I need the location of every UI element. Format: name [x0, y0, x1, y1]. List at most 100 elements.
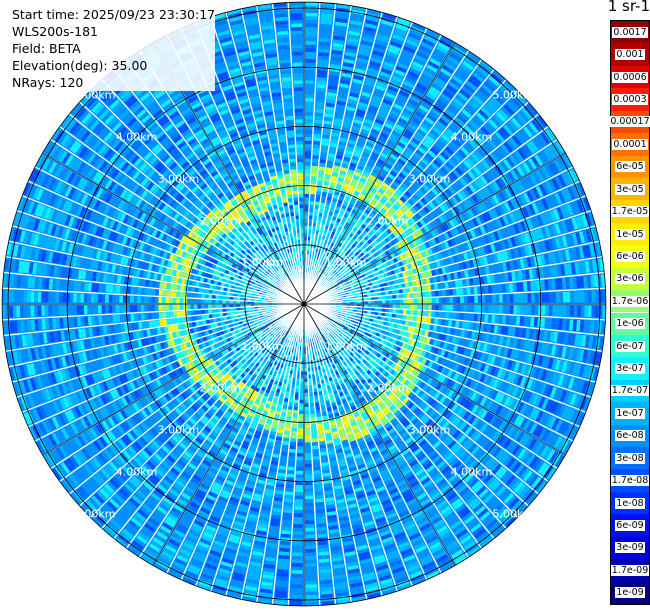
range-gate — [310, 406, 315, 411]
range-gate — [401, 320, 406, 325]
range-gate — [573, 291, 578, 303]
range-gate — [405, 146, 414, 154]
range-gate — [424, 311, 429, 317]
range-gate — [297, 445, 304, 450]
range-gate — [473, 166, 482, 176]
range-gate — [399, 299, 404, 304]
range-gate — [410, 293, 414, 298]
range-gate — [321, 270, 326, 275]
range-gate — [430, 162, 439, 171]
range-gate — [364, 241, 370, 247]
range-gate — [459, 89, 471, 99]
range-gate — [316, 187, 322, 192]
range-gate — [323, 181, 330, 186]
range-gate — [477, 177, 486, 187]
range-gate — [290, 594, 303, 599]
range-gate — [352, 254, 357, 259]
range-gate — [300, 382, 304, 386]
range-gate — [295, 488, 303, 493]
range-gate — [392, 304, 397, 309]
range-gate — [284, 426, 291, 432]
range-gate — [380, 105, 390, 113]
range-gate — [340, 79, 350, 85]
range-gate — [314, 487, 323, 492]
range-gate — [292, 552, 303, 557]
range-gate — [330, 219, 336, 225]
range-gate — [421, 172, 429, 181]
range-gate — [385, 295, 390, 300]
range-gate — [345, 175, 352, 182]
range-gate — [290, 598, 303, 603]
range-gate — [342, 160, 350, 166]
range-gate — [456, 192, 465, 201]
range-gate — [304, 176, 310, 180]
range-gate — [339, 279, 344, 283]
range-gate — [427, 114, 437, 123]
range-gate — [342, 216, 348, 222]
range-gate — [447, 174, 456, 183]
range-gate — [298, 424, 304, 429]
range-gate — [407, 70, 419, 79]
range-gate — [305, 502, 314, 507]
range-gate — [304, 154, 311, 159]
range-gate — [358, 262, 364, 267]
range-gate — [338, 144, 346, 150]
range-gate — [523, 281, 528, 292]
range-gate — [393, 30, 406, 39]
range-gate — [295, 381, 300, 386]
range-gate — [297, 435, 304, 439]
range-gate — [381, 19, 394, 27]
range-gate — [318, 169, 325, 175]
range-gate — [345, 210, 351, 216]
range-gate — [480, 126, 491, 137]
range-gate — [552, 292, 557, 303]
range-gate — [304, 190, 310, 195]
range-gate — [321, 261, 325, 266]
range-gate — [541, 292, 546, 303]
range-gate — [378, 210, 385, 217]
range-gate — [318, 209, 324, 214]
range-gate — [314, 119, 323, 124]
range-gate — [318, 59, 329, 64]
range-gate — [488, 119, 499, 130]
range-gate — [326, 95, 336, 101]
range-gate — [288, 402, 294, 407]
range-gate — [300, 378, 304, 383]
range-gate — [355, 238, 361, 243]
range-gate — [516, 316, 521, 326]
range-gate — [373, 122, 383, 129]
range-gate — [468, 139, 478, 149]
range-gate — [318, 234, 322, 239]
range-gate — [371, 128, 380, 135]
range-gate — [331, 135, 339, 141]
range-gate — [312, 155, 319, 160]
range-gate — [304, 378, 308, 383]
range-gate — [304, 392, 309, 397]
range-gate — [445, 188, 453, 197]
range-gate — [417, 292, 422, 298]
range-gate — [433, 283, 439, 290]
range-gate — [408, 123, 418, 131]
range-gate — [378, 108, 389, 116]
range-gate — [309, 204, 314, 209]
range-gate — [304, 193, 310, 198]
range-gate — [305, 94, 314, 99]
range-gate — [473, 134, 483, 144]
range-gate — [484, 314, 489, 323]
range-gate — [350, 181, 357, 187]
range-gate — [339, 247, 344, 253]
range-gate — [350, 221, 356, 227]
range-gate — [337, 97, 347, 103]
range-gate — [465, 185, 474, 195]
range-gate — [453, 154, 462, 163]
range-gate — [478, 109, 489, 120]
range-gate — [290, 584, 303, 589]
range-gate — [304, 431, 311, 436]
range-gate — [483, 104, 494, 115]
range-gate — [460, 296, 464, 304]
range-gate — [298, 417, 304, 422]
range-gate — [376, 81, 387, 88]
range-gate — [360, 43, 372, 50]
range-gate — [333, 261, 338, 266]
range-gate — [320, 148, 328, 153]
